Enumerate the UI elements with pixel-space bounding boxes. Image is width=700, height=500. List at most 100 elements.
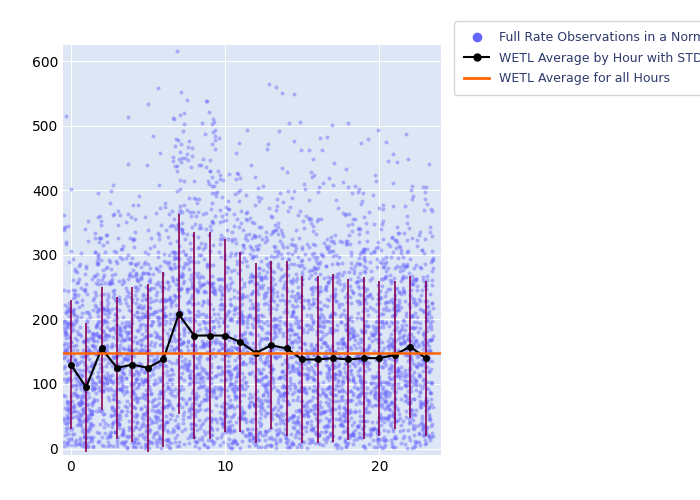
Point bbox=[206, 182, 218, 190]
Point bbox=[265, 368, 276, 376]
Point bbox=[304, 406, 316, 414]
Point bbox=[105, 376, 116, 384]
Point bbox=[274, 318, 286, 326]
Point bbox=[218, 275, 229, 283]
Point bbox=[413, 421, 424, 429]
Point bbox=[309, 356, 321, 364]
Point bbox=[280, 320, 291, 328]
Point bbox=[423, 354, 434, 362]
Point bbox=[268, 296, 279, 304]
Point bbox=[100, 362, 111, 370]
Point bbox=[325, 410, 336, 418]
Point bbox=[305, 438, 316, 446]
Point bbox=[286, 414, 297, 422]
Point bbox=[360, 257, 371, 265]
Point bbox=[313, 264, 324, 272]
Point bbox=[218, 318, 229, 326]
Point bbox=[367, 402, 378, 410]
Point bbox=[115, 385, 126, 393]
Point bbox=[102, 380, 113, 388]
Point bbox=[211, 338, 222, 346]
Point bbox=[272, 230, 284, 238]
Point bbox=[265, 278, 276, 285]
Point bbox=[169, 314, 181, 322]
Point bbox=[171, 162, 182, 170]
Point bbox=[274, 418, 286, 426]
Point bbox=[293, 418, 304, 426]
Point bbox=[71, 377, 83, 385]
Point bbox=[83, 217, 94, 225]
Point bbox=[407, 195, 418, 203]
Point bbox=[257, 280, 268, 288]
Point bbox=[177, 338, 188, 345]
Point bbox=[238, 282, 249, 290]
Point bbox=[361, 286, 372, 294]
Point bbox=[106, 342, 118, 350]
Point bbox=[237, 242, 248, 250]
Point bbox=[83, 346, 94, 354]
Point bbox=[61, 440, 72, 448]
Point bbox=[374, 392, 385, 400]
Point bbox=[91, 396, 102, 404]
Point bbox=[76, 405, 88, 413]
Point bbox=[340, 354, 351, 362]
Point bbox=[398, 330, 409, 338]
Point bbox=[141, 332, 152, 340]
Point bbox=[311, 274, 322, 282]
Point bbox=[204, 248, 215, 256]
Point bbox=[136, 364, 147, 372]
Point bbox=[164, 310, 176, 318]
Point bbox=[89, 234, 100, 242]
Point bbox=[362, 418, 373, 426]
Point bbox=[373, 339, 384, 347]
Point bbox=[262, 380, 273, 388]
Point bbox=[337, 178, 349, 186]
Point bbox=[373, 204, 384, 212]
Point bbox=[95, 291, 106, 299]
Point bbox=[270, 438, 281, 446]
Point bbox=[99, 343, 110, 351]
Point bbox=[142, 260, 153, 268]
Point bbox=[120, 323, 131, 331]
Point bbox=[384, 373, 395, 381]
Point bbox=[341, 326, 352, 334]
Point bbox=[324, 416, 335, 424]
Point bbox=[284, 443, 295, 451]
Point bbox=[103, 396, 114, 404]
Point bbox=[338, 410, 349, 418]
Point bbox=[399, 297, 410, 305]
Point bbox=[404, 270, 415, 278]
Point bbox=[244, 358, 256, 366]
Point bbox=[83, 375, 94, 383]
Point bbox=[244, 400, 255, 408]
Point bbox=[389, 410, 400, 418]
Point bbox=[340, 238, 351, 246]
Point bbox=[263, 204, 274, 212]
Point bbox=[123, 354, 134, 362]
Point bbox=[258, 266, 269, 274]
Point bbox=[192, 268, 203, 276]
Point bbox=[80, 378, 92, 386]
Point bbox=[155, 408, 166, 416]
Point bbox=[62, 322, 74, 330]
Point bbox=[377, 256, 388, 264]
Point bbox=[250, 280, 261, 288]
Point bbox=[240, 258, 251, 266]
Point bbox=[60, 310, 71, 318]
Point bbox=[276, 88, 288, 96]
Point bbox=[220, 428, 231, 436]
Point bbox=[406, 294, 417, 302]
Point bbox=[244, 398, 256, 406]
Point bbox=[146, 398, 158, 406]
Point bbox=[326, 326, 337, 334]
Point bbox=[191, 422, 202, 430]
Point bbox=[181, 364, 193, 372]
Point bbox=[182, 299, 193, 307]
Point bbox=[80, 439, 91, 447]
Point bbox=[363, 397, 374, 405]
Point bbox=[374, 334, 385, 342]
Point bbox=[101, 231, 112, 239]
Point bbox=[160, 362, 172, 370]
Point bbox=[164, 264, 176, 272]
Point bbox=[223, 306, 235, 314]
